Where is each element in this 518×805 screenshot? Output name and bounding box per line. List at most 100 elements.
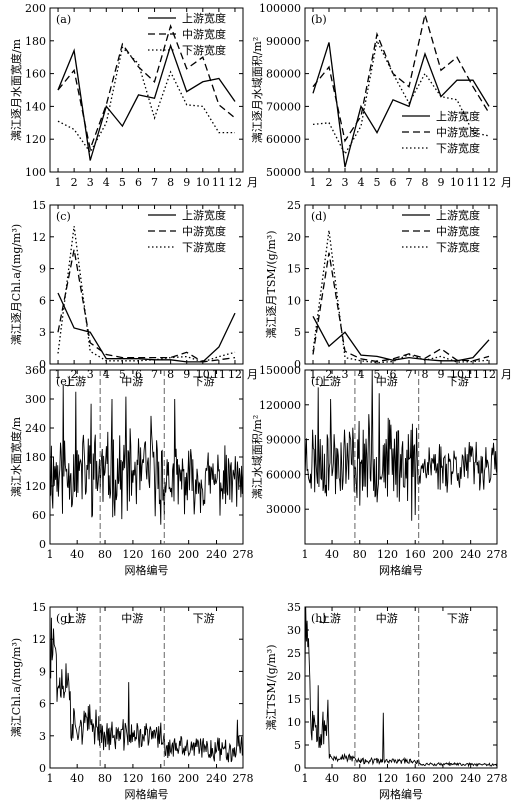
x-tick-label: 5 [374, 368, 381, 381]
x-tick-label: 240 [460, 772, 481, 785]
y-tick-label: 60000 [266, 133, 301, 146]
y-tick-label: 140 [25, 100, 46, 113]
x-tick-label: 200 [432, 772, 453, 785]
y-tick-label: 60 [32, 509, 46, 522]
x-tick-label: 7 [151, 176, 158, 189]
x-tick-label: 40 [325, 772, 339, 785]
x-tick-label: 3 [87, 368, 94, 381]
plot-frame [304, 606, 498, 769]
x-tick-label: 12 [482, 176, 496, 189]
x-tick-label: 160 [405, 548, 426, 561]
series-line [312, 42, 490, 168]
x-tick-label: 7 [406, 368, 413, 381]
x-unit-label: 月 [501, 176, 512, 189]
y-tick-label: 120 [25, 133, 46, 146]
x-tick-label: 8 [167, 368, 174, 381]
y-tick-label: 90000 [266, 35, 301, 48]
y-tick-label: 0 [294, 358, 301, 371]
y-axis-label: 漓江水面宽度/m [9, 416, 23, 497]
x-tick-label: 80 [353, 772, 367, 785]
panel-e: 1 40 80 120 160 200 240 278060120180240300360漓江… [9, 364, 254, 577]
legend-label: 下游宽度 [436, 240, 480, 254]
y-tick-label: 10 [287, 294, 301, 307]
x-tick-label: 278 [233, 772, 254, 785]
reach-label: 下游 [193, 612, 215, 625]
x-tick-label: 240 [206, 548, 227, 561]
panel-c: 1 2 3 4 5 6 7 8 9 10 11 12 月03691215漓江逐月Chl.a/(mg/m³… [9, 199, 258, 381]
panel-label: (h) [311, 612, 327, 625]
legend-label: 下游宽度 [182, 43, 226, 57]
plot-frame [304, 369, 498, 545]
series-line [304, 369, 498, 521]
panel-label: (a) [56, 13, 71, 26]
legend-label: 上游宽度 [436, 109, 480, 123]
y-tick-label: 3 [39, 326, 46, 339]
x-tick-label: 4 [358, 368, 365, 381]
x-tick-label: 4 [358, 176, 365, 189]
x-tick-label: 9 [183, 176, 190, 189]
x-tick-label: 6 [390, 176, 397, 189]
y-tick-label: 360 [25, 364, 46, 377]
series-line [57, 46, 235, 154]
y-tick-label: 80000 [266, 68, 301, 81]
x-tick-label: 1 [55, 176, 62, 189]
series-line [304, 606, 498, 768]
panel-label: (b) [311, 13, 327, 26]
series-line [49, 384, 244, 525]
x-tick-label: 1 [302, 548, 309, 561]
x-tick-label: 120 [122, 772, 143, 785]
y-tick-label: 15 [32, 199, 46, 212]
y-tick-label: 150000 [259, 364, 301, 377]
y-tick-label: 180 [25, 35, 46, 48]
x-axis-label: 网格编号 [125, 563, 169, 577]
x-tick-label: 8 [422, 368, 429, 381]
y-tick-label: 100000 [259, 2, 301, 15]
plot-frame [304, 7, 498, 173]
panel-label: (e) [56, 375, 71, 388]
legend-label: 中游宽度 [436, 125, 480, 139]
y-tick-label: 3 [39, 730, 46, 743]
x-tick-label: 6 [390, 368, 397, 381]
y-tick-label: 5 [294, 326, 301, 339]
reach-label: 中游 [121, 612, 143, 625]
series-line [312, 252, 490, 363]
x-tick-label: 120 [377, 548, 398, 561]
y-tick-label: 200 [25, 2, 46, 15]
x-unit-label: 月 [247, 368, 258, 381]
x-tick-label: 4 [103, 368, 110, 381]
panel-label: (d) [311, 210, 327, 223]
x-tick-label: 200 [178, 772, 199, 785]
x-axis-label: 网格编号 [125, 787, 169, 801]
x-tick-label: 278 [233, 548, 254, 561]
x-tick-label: 9 [438, 368, 445, 381]
x-tick-label: 5 [119, 368, 126, 381]
y-axis-label: 漓江逐月TSM/(g/m³) [264, 230, 278, 338]
x-tick-label: 200 [178, 548, 199, 561]
series-line [312, 38, 490, 156]
y-tick-label: 120000 [259, 399, 301, 412]
x-tick-label: 5 [374, 176, 381, 189]
x-tick-label: 3 [342, 368, 349, 381]
y-tick-label: 12 [32, 231, 46, 244]
panel-h: 1 40 80 120 160 200 240 278 0 5 10 15 20 25 30 35 漓江TSM/… [264, 601, 508, 801]
x-tick-label: 2 [71, 368, 78, 381]
x-unit-label: 月 [501, 368, 512, 381]
y-tick-label: 30000 [266, 503, 301, 516]
series-line [312, 14, 490, 143]
y-axis-label: 漓江TSM/(g/m³) [264, 644, 278, 730]
series-line [57, 226, 236, 363]
x-tick-label: 10 [196, 176, 210, 189]
y-tick-label: 100 [25, 166, 46, 179]
legend-label: 下游宽度 [182, 240, 226, 254]
y-tick-label: 9 [39, 665, 46, 678]
series-line [57, 23, 236, 152]
series-line [49, 617, 244, 763]
x-tick-label: 9 [438, 176, 445, 189]
x-tick-label: 4 [103, 176, 110, 189]
x-tick-label: 11 [466, 368, 480, 381]
x-tick-label: 40 [70, 772, 84, 785]
plot-frame [49, 7, 244, 173]
legend-label: 上游宽度 [182, 11, 226, 25]
panel-label: (g) [56, 612, 72, 625]
reach-label: 中游 [376, 612, 398, 625]
